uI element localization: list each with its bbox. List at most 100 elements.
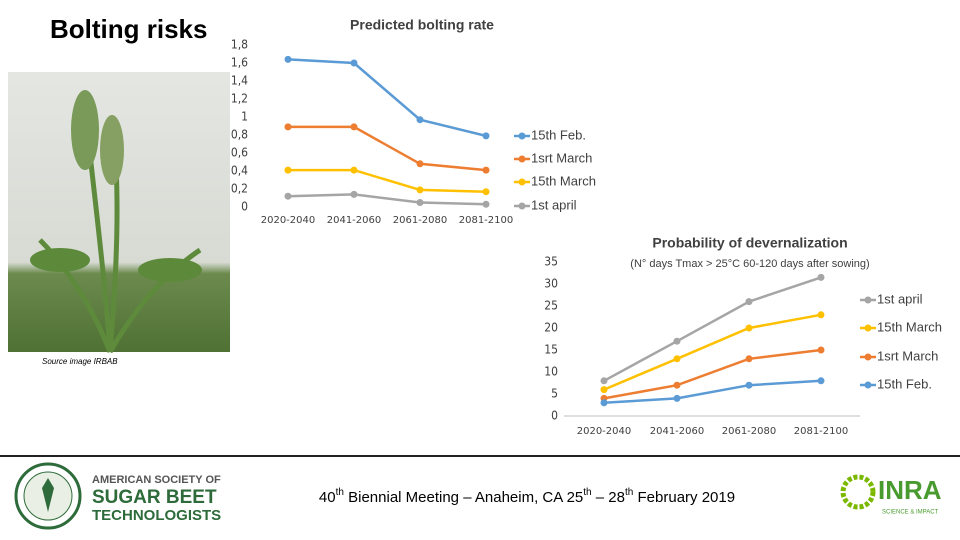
y-tick-label: 10 xyxy=(544,365,558,379)
slide-title: Bolting risks xyxy=(50,14,207,44)
legend-marker xyxy=(518,132,526,140)
data-point xyxy=(745,381,753,389)
data-point xyxy=(284,166,292,174)
series-line xyxy=(603,348,822,400)
x-tick-label: 2020-2040 xyxy=(577,426,632,437)
y-tick-label: 25 xyxy=(544,299,558,313)
x-tick-label: 2020-2040 xyxy=(261,215,316,226)
data-point xyxy=(673,381,681,389)
data-point xyxy=(600,399,608,407)
data-point xyxy=(673,394,681,402)
y-tick-label: 0 xyxy=(241,200,248,214)
footer-part: th xyxy=(625,487,633,498)
series-line xyxy=(603,276,822,382)
data-point xyxy=(482,166,490,174)
chart-title: Predicted bolting rate xyxy=(350,17,494,33)
chart-title: Probability of devernalization xyxy=(652,235,847,251)
series-line xyxy=(288,168,487,193)
plant-photo xyxy=(8,72,230,354)
series-line xyxy=(603,313,822,391)
y-tick-label: 1,4 xyxy=(231,74,248,88)
y-tick-label: 1 xyxy=(241,110,248,124)
data-point xyxy=(817,311,825,319)
legend-marker xyxy=(864,353,872,361)
chart-subtitle: (N° days Tmax > 25°C 60-120 days after s… xyxy=(630,258,869,270)
y-tick-label: 1,8 xyxy=(231,38,248,52)
x-tick-label: 2061-2080 xyxy=(722,426,777,437)
legend-marker xyxy=(864,381,872,389)
data-point xyxy=(284,123,292,131)
legend-marker xyxy=(864,296,872,304)
data-point xyxy=(416,199,424,206)
x-tick-label: 2041-2060 xyxy=(650,426,705,437)
y-tick-label: 0,8 xyxy=(231,128,248,142)
data-point xyxy=(350,59,358,67)
footer-part: Biennial Meeting – Anaheim, CA 25 xyxy=(344,489,583,506)
legend-marker xyxy=(518,202,526,210)
legend-label: 15th Feb. xyxy=(877,376,932,391)
legend-label: 1srt March xyxy=(877,348,938,363)
series-line xyxy=(603,379,822,405)
data-point xyxy=(350,123,358,131)
data-point xyxy=(745,355,753,363)
data-point xyxy=(416,186,424,194)
logo-text: TECHNOLOGISTS xyxy=(92,507,221,524)
data-point xyxy=(350,190,358,198)
data-point xyxy=(482,188,490,196)
x-tick-label: 2081-2100 xyxy=(794,426,849,437)
footer-part: 40 xyxy=(319,489,336,506)
assbt-logo: AMERICAN SOCIETY OF SUGAR BEET TECHNOLOG… xyxy=(14,462,221,530)
legend-marker xyxy=(864,324,872,332)
legend-label: 15th March xyxy=(877,319,942,334)
logo-text: AMERICAN SOCIETY OF xyxy=(92,474,221,486)
series-line xyxy=(288,125,487,172)
logo-text: SCIENCE & IMPACT xyxy=(882,510,939,516)
y-tick-label: 0 xyxy=(551,409,558,423)
y-tick-label: 1,6 xyxy=(231,56,248,70)
y-tick-label: 1,2 xyxy=(231,92,248,106)
legend-label: 1st april xyxy=(877,291,923,306)
inra-logo: INRA SCIENCE & IMPACT xyxy=(840,474,942,516)
x-tick-label: 2061-2080 xyxy=(393,215,448,226)
y-tick-label: 20 xyxy=(544,321,558,335)
legend-label: 15th Feb. xyxy=(531,127,586,142)
logo-text: INRA xyxy=(878,475,942,505)
legend-marker xyxy=(518,155,526,163)
data-point xyxy=(482,200,490,208)
y-tick-label: 0,4 xyxy=(231,164,248,178)
data-point xyxy=(482,132,490,140)
y-tick-label: 0,2 xyxy=(231,182,248,196)
series-line xyxy=(287,58,487,138)
data-point xyxy=(817,377,825,385)
x-tick-label: 2041-2060 xyxy=(327,215,382,226)
data-point xyxy=(350,166,358,174)
data-point xyxy=(817,273,825,281)
legend-marker xyxy=(518,178,526,186)
data-point xyxy=(673,337,681,345)
footer-part: February 2019 xyxy=(633,489,735,506)
x-tick-label: 2081-2100 xyxy=(459,215,514,226)
data-point xyxy=(416,160,424,168)
series-line xyxy=(287,193,487,206)
data-point xyxy=(416,116,424,124)
data-point xyxy=(600,377,608,385)
data-point xyxy=(600,386,608,394)
data-point xyxy=(817,346,825,354)
footer-text: 40th Biennial Meeting – Anaheim, CA 25th… xyxy=(319,487,735,506)
legend-label: 1srt March xyxy=(531,150,592,165)
logo-text: SUGAR BEET xyxy=(92,487,217,508)
y-tick-label: 15 xyxy=(544,343,558,357)
data-point xyxy=(284,55,292,63)
legend-label: 1st april xyxy=(531,197,577,212)
image-source: Source image IRBAB xyxy=(42,357,118,366)
data-point xyxy=(673,355,681,363)
y-tick-label: 0,6 xyxy=(231,146,248,160)
data-point xyxy=(745,324,753,332)
data-point xyxy=(284,192,292,200)
footer-part: – 28 xyxy=(592,489,625,506)
data-point xyxy=(745,298,753,306)
footer-part: th xyxy=(583,487,591,498)
y-tick-label: 35 xyxy=(544,255,558,269)
legend-label: 15th March xyxy=(531,173,596,188)
